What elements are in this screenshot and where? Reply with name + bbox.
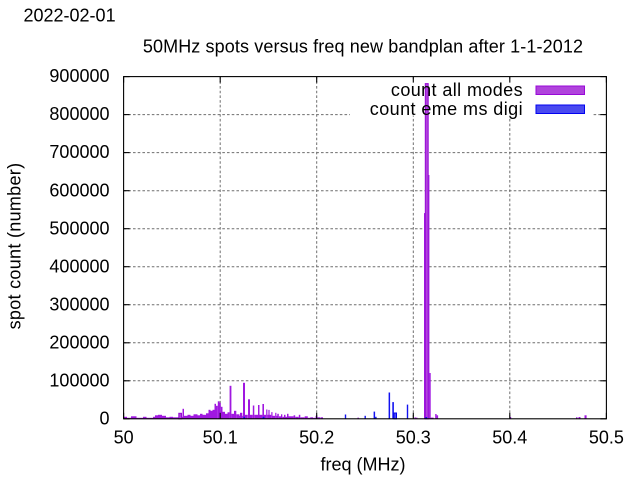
svg-text:50.2: 50.2 [299, 428, 334, 448]
svg-text:800000: 800000 [49, 104, 109, 124]
svg-text:600000: 600000 [49, 180, 109, 200]
svg-text:spot count (number): spot count (number) [5, 163, 25, 330]
svg-text:50.3: 50.3 [396, 428, 431, 448]
svg-text:300000: 300000 [49, 294, 109, 314]
svg-text:50.4: 50.4 [492, 428, 527, 448]
svg-text:700000: 700000 [49, 142, 109, 162]
svg-text:100000: 100000 [49, 370, 109, 390]
svg-text:50.1: 50.1 [203, 428, 238, 448]
svg-text:50MHz spots versus freq new ba: 50MHz spots versus freq new bandplan aft… [143, 37, 583, 57]
svg-text:200000: 200000 [49, 332, 109, 352]
svg-text:400000: 400000 [49, 256, 109, 276]
svg-text:freq (MHz): freq (MHz) [321, 455, 406, 475]
svg-text:0: 0 [99, 408, 109, 428]
svg-text:50.5: 50.5 [589, 428, 624, 448]
svg-text:900000: 900000 [49, 66, 109, 86]
svg-text:50: 50 [114, 428, 134, 448]
svg-text:count all modes: count all modes [391, 80, 523, 100]
svg-text:500000: 500000 [49, 218, 109, 238]
svg-text:count eme ms digi: count eme ms digi [370, 99, 523, 119]
svg-text:2022-02-01: 2022-02-01 [24, 6, 116, 26]
